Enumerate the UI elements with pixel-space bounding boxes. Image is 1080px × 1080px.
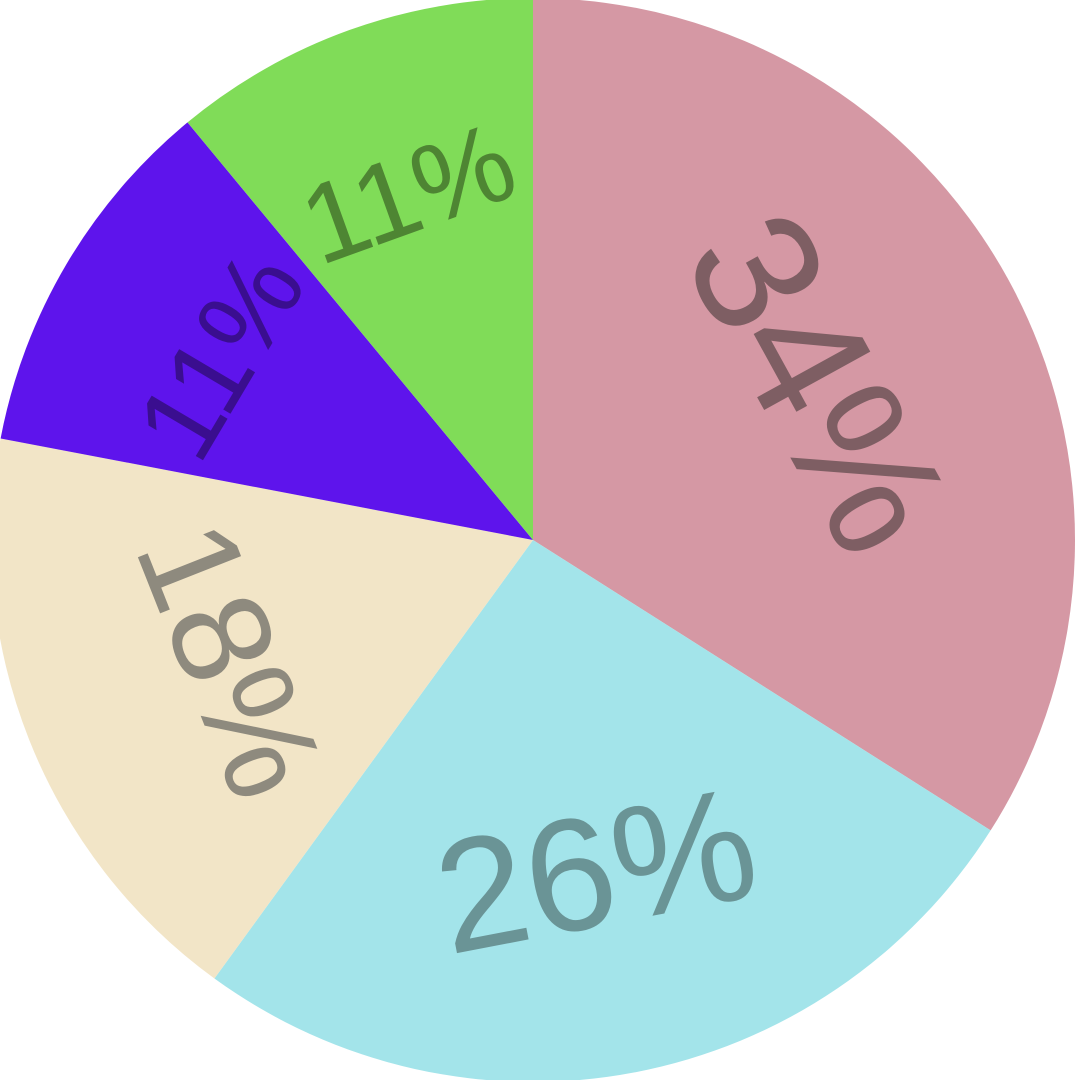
- pie-slice-5: [187, 0, 533, 540]
- pie-slice-3: [0, 438, 533, 979]
- pie-slice-2: [214, 540, 991, 1080]
- pie-slice-4: [0, 122, 534, 540]
- pie-slice-1: [533, 0, 1075, 831]
